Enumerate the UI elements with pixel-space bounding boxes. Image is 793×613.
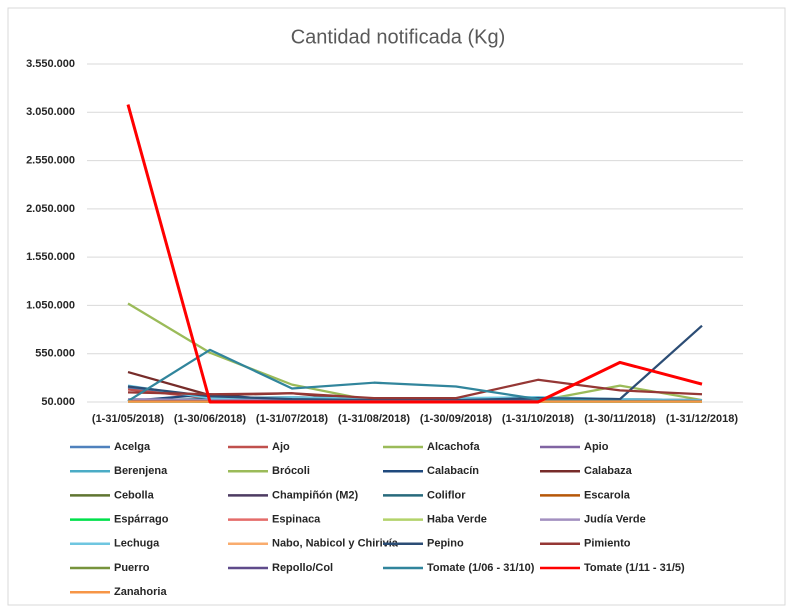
x-tick-label: (1-30/06/2018) (174, 413, 246, 425)
legend-label: Calabacín (427, 465, 479, 477)
y-tick-label: 2.550.000 (26, 154, 75, 166)
y-tick-label: 2.050.000 (26, 203, 75, 215)
y-tick-label: 1.050.000 (26, 299, 75, 311)
legend-label: Pepino (427, 538, 464, 550)
x-tick-label: (1-30/11/2018) (584, 413, 656, 425)
series-line (127, 378, 703, 400)
legend-label: Calabaza (584, 465, 633, 477)
legend-label: Espárrago (114, 514, 169, 526)
legend-label: Tomate (1/11 - 31/5) (584, 562, 685, 574)
legend-label: Alcachofa (427, 441, 480, 453)
series-line (126, 104, 703, 404)
legend-label: Puerro (114, 562, 150, 574)
chart-frame (7, 7, 786, 606)
x-tick-label: (1-30/09/2018) (420, 413, 492, 425)
y-tick-label: 1.550.000 (26, 251, 75, 263)
legend-label: Lechuga (114, 538, 160, 550)
legend-label: Judía Verde (584, 514, 646, 526)
y-tick-label: 550.000 (35, 348, 75, 360)
legend-label: Tomate (1/06 - 31/10) (427, 562, 535, 574)
legend-label: Champiñón (M2) (272, 489, 358, 501)
legend-label: Cebolla (114, 489, 155, 501)
legend-label: Ajo (272, 441, 290, 453)
x-tick-label: (1-31/07/2018) (256, 413, 328, 425)
legend-label: Apio (584, 441, 609, 453)
y-tick-label: 3.550.000 (26, 58, 75, 70)
legend-label: Zanahoria (114, 586, 167, 598)
legend-label: Repollo/Col (272, 562, 333, 574)
legend-label: Brócoli (272, 465, 310, 477)
legend-label: Pimiento (584, 538, 631, 550)
y-tick-label: 50.000 (41, 396, 75, 408)
legend-label: Haba Verde (427, 514, 487, 526)
x-tick-label: (1-31/08/2018) (338, 413, 410, 425)
legend-label: Nabo, Nabicol y Chirivía (272, 538, 399, 550)
legend-label: Acelga (114, 441, 151, 453)
y-tick-label: 3.050.000 (26, 106, 75, 118)
legend-label: Berenjena (114, 465, 168, 477)
legend-label: Espinaca (272, 514, 321, 526)
x-tick-label: (1-31/05/2018) (92, 413, 164, 425)
x-tick-label: (1-31/10/2018) (502, 413, 574, 425)
legend-label: Coliflor (427, 489, 466, 501)
chart-title: Cantidad notificada (Kg) (291, 26, 506, 48)
x-tick-label: (1-31/12/2018) (666, 413, 738, 425)
legend-label: Escarola (584, 489, 631, 501)
